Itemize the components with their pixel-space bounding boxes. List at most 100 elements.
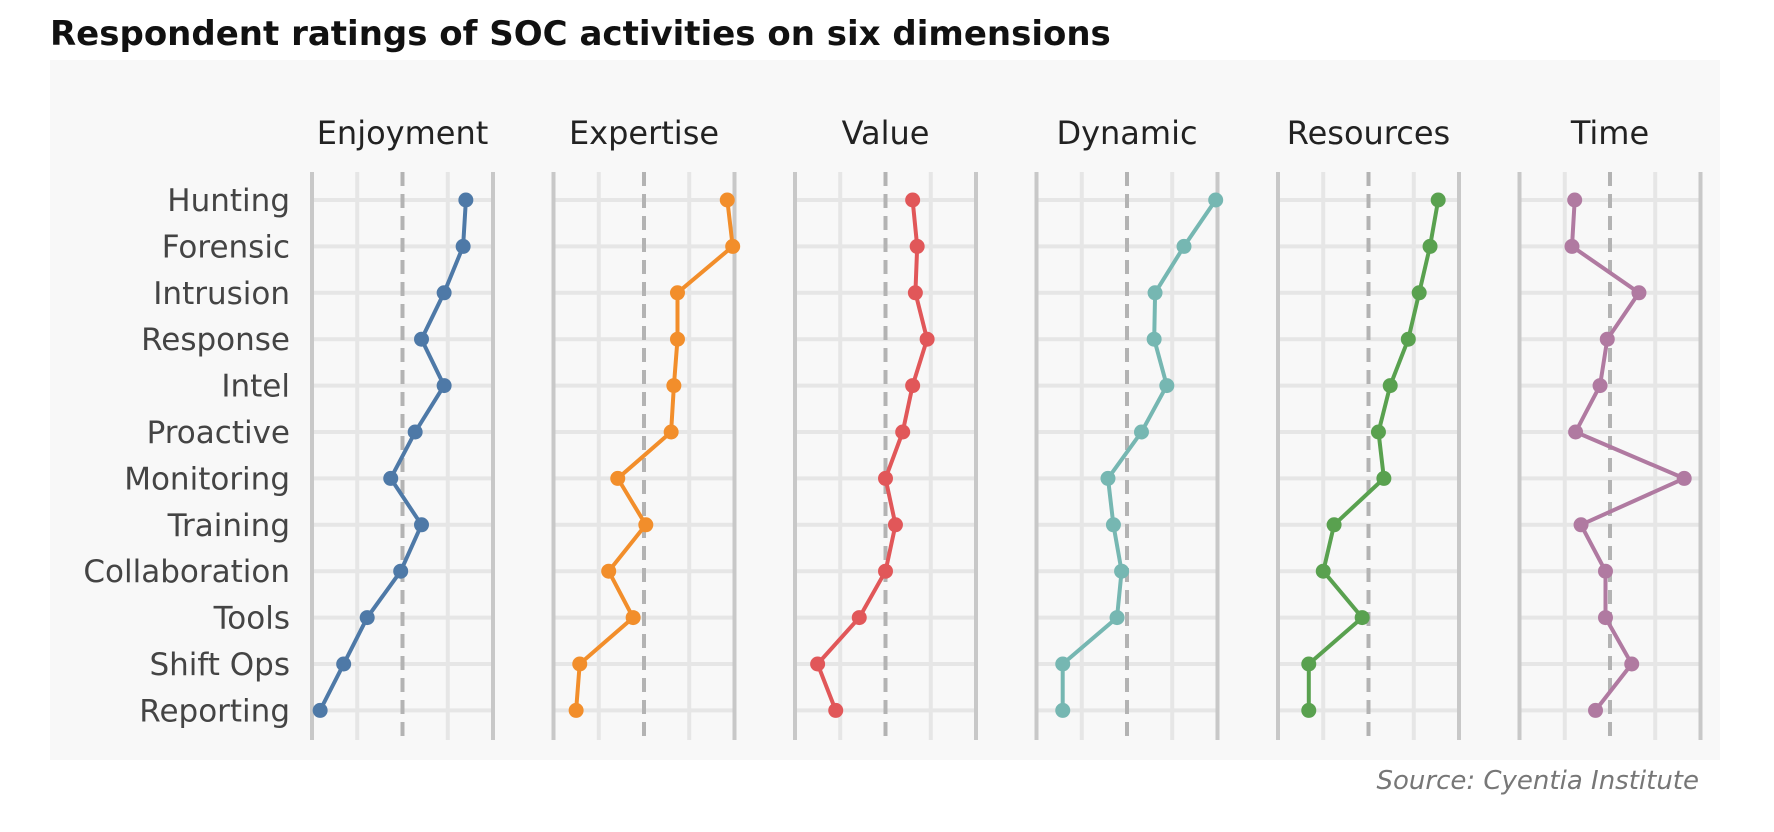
series-line (815, 198, 930, 713)
data-point (568, 702, 584, 718)
facet-title: Value (842, 114, 930, 152)
data-point (610, 470, 626, 486)
data-point (383, 470, 399, 486)
data-point (455, 238, 471, 254)
facet-enjoyment: Enjoyment (310, 114, 495, 740)
chart-title: Respondent ratings of SOC activities on … (50, 14, 1111, 54)
data-point (1326, 517, 1342, 533)
data-point (851, 610, 867, 626)
data-point (414, 331, 430, 347)
data-point (625, 610, 641, 626)
data-point (1055, 702, 1071, 718)
data-point (414, 517, 430, 533)
data-point (336, 656, 352, 672)
data-point (887, 517, 903, 533)
data-point (1105, 517, 1121, 533)
data-point (1354, 610, 1370, 626)
data-point (878, 470, 893, 486)
data-point (407, 424, 423, 440)
data-point (1430, 192, 1446, 208)
data-point (393, 563, 409, 579)
facet-resources: Resources (1276, 114, 1461, 740)
data-point (601, 563, 617, 579)
facet-title: Time (1570, 114, 1649, 152)
data-point (905, 192, 921, 208)
data-point (905, 378, 921, 394)
data-point (1564, 238, 1580, 254)
data-point (1592, 378, 1608, 394)
data-point (663, 424, 679, 440)
data-point (666, 378, 682, 394)
data-point (359, 610, 375, 626)
series-line (1306, 198, 1441, 713)
data-point (1573, 517, 1589, 533)
data-point (1147, 285, 1163, 301)
series-line (1060, 198, 1218, 713)
data-point (810, 656, 826, 672)
facet-title: Enjoyment (317, 114, 489, 152)
data-point (1176, 238, 1192, 254)
data-point (312, 702, 328, 718)
data-point (638, 517, 654, 533)
data-point (436, 285, 452, 301)
series-line (574, 198, 735, 713)
row-label: Monitoring (124, 461, 290, 497)
data-point (1568, 424, 1584, 440)
data-point (1400, 331, 1416, 347)
data-point (1370, 424, 1386, 440)
data-point (719, 192, 735, 208)
source-note: Source: Cyentia Institute (1376, 766, 1700, 796)
row-label: Forensic (162, 229, 290, 265)
data-point (1208, 192, 1224, 208)
data-point (1109, 610, 1125, 626)
data-point (1055, 656, 1071, 672)
data-point (1599, 331, 1615, 347)
data-point (1315, 563, 1331, 579)
data-point (1597, 610, 1613, 626)
facet-value: Value (793, 114, 978, 740)
data-point (1376, 470, 1392, 486)
data-point (1100, 470, 1116, 486)
row-label: Reporting (139, 693, 290, 729)
data-point (1382, 378, 1398, 394)
data-point (458, 192, 474, 208)
facet-time: Time (1517, 114, 1703, 740)
data-point (907, 285, 923, 301)
row-label: Shift Ops (149, 647, 290, 683)
data-point (1301, 656, 1317, 672)
data-point (1411, 285, 1427, 301)
data-point (878, 563, 893, 579)
data-point (669, 285, 685, 301)
data-point (1159, 378, 1175, 394)
data-point (895, 424, 911, 440)
facet-title: Resources (1287, 114, 1450, 152)
facet-dynamic: Dynamic (1034, 114, 1224, 740)
data-point (669, 331, 685, 347)
row-label: Intrusion (153, 276, 290, 312)
row-label: Tools (213, 601, 290, 637)
data-point (1567, 192, 1583, 208)
row-label: Intel (221, 369, 290, 405)
row-label: Response (141, 322, 290, 358)
data-point (572, 656, 588, 672)
data-point (828, 702, 844, 718)
data-point (1422, 238, 1438, 254)
facet-title: Expertise (569, 114, 719, 152)
row-label: Training (167, 508, 290, 544)
data-point (725, 238, 741, 254)
data-point (436, 378, 452, 394)
facet-expertise: Expertise (551, 114, 741, 740)
data-point (1624, 656, 1640, 672)
data-point (919, 331, 935, 347)
data-point (1631, 285, 1647, 301)
data-point (1114, 563, 1130, 579)
data-point (1588, 702, 1604, 718)
series-line (318, 198, 468, 713)
data-point (1676, 470, 1692, 486)
row-label: Collaboration (83, 554, 290, 590)
data-point (1133, 424, 1149, 440)
series-line (1570, 198, 1687, 713)
data-point (1597, 563, 1613, 579)
